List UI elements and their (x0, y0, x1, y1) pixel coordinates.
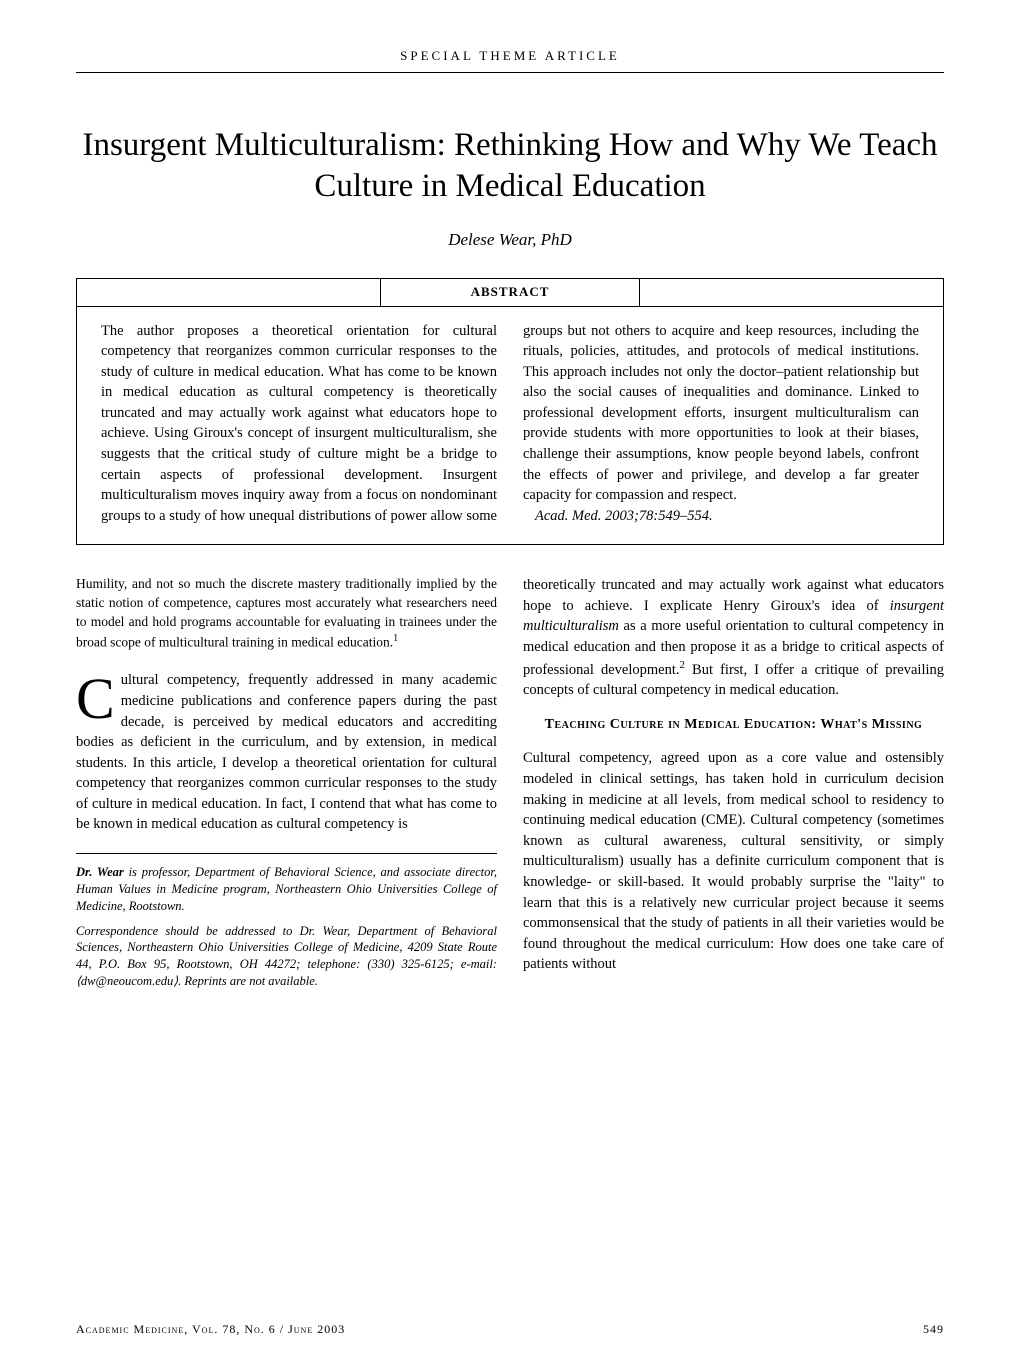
section-heading: Teaching Culture in Medical Education: W… (523, 715, 944, 735)
corr-author-name: Dr. Wear (76, 865, 124, 879)
body-para-3: Cultural competency, agreed upon as a co… (523, 748, 944, 974)
page-footer: Academic Medicine, Vol. 78, No. 6 / June… (76, 1322, 944, 1337)
epigraph-text: Humility, and not so much the discrete m… (76, 576, 497, 649)
author-byline: Delese Wear, PhD (76, 230, 944, 250)
footer-journal: Academic Medicine, Vol. 78, No. 6 / June… (76, 1322, 345, 1337)
body-para-1: Cultural competency, frequently addresse… (76, 670, 497, 835)
drop-cap: C (76, 670, 121, 723)
abstract-text-right: others to acquire and keep resources, in… (523, 323, 919, 504)
abstract-label-box: ABSTRACT (380, 279, 641, 306)
corr-address: Correspondence should be addressed to Dr… (76, 923, 497, 991)
top-rule (76, 72, 944, 73)
abstract-citation: Acad. Med. 2003;78:549–554. (535, 508, 713, 524)
abstract-label: ABSTRACT (471, 284, 550, 300)
footer-page-number: 549 (923, 1322, 944, 1337)
corr-affiliation: is professor, Department of Behavioral S… (76, 865, 497, 913)
body-p2a: theoretically truncated and may actually… (523, 577, 944, 614)
section-label: SPECIAL THEME ARTICLE (76, 48, 944, 64)
epigraph: Humility, and not so much the discrete m… (76, 575, 497, 652)
article-title: Insurgent Multiculturalism: Rethinking H… (76, 125, 944, 208)
correspondence-box: Dr. Wear is professor, Department of Beh… (76, 853, 497, 990)
abstract-columns: The author proposes a theoretical orient… (101, 321, 919, 527)
abstract-label-row: ABSTRACT (77, 279, 943, 307)
body-para-2: theoretically truncated and may actually… (523, 575, 944, 700)
abstract-box: ABSTRACT The author proposes a theoretic… (76, 278, 944, 546)
epigraph-ref: 1 (393, 633, 398, 644)
body-p1-text: ultural competency, frequently addressed… (76, 672, 497, 832)
main-columns: Humility, and not so much the discrete m… (76, 575, 944, 993)
